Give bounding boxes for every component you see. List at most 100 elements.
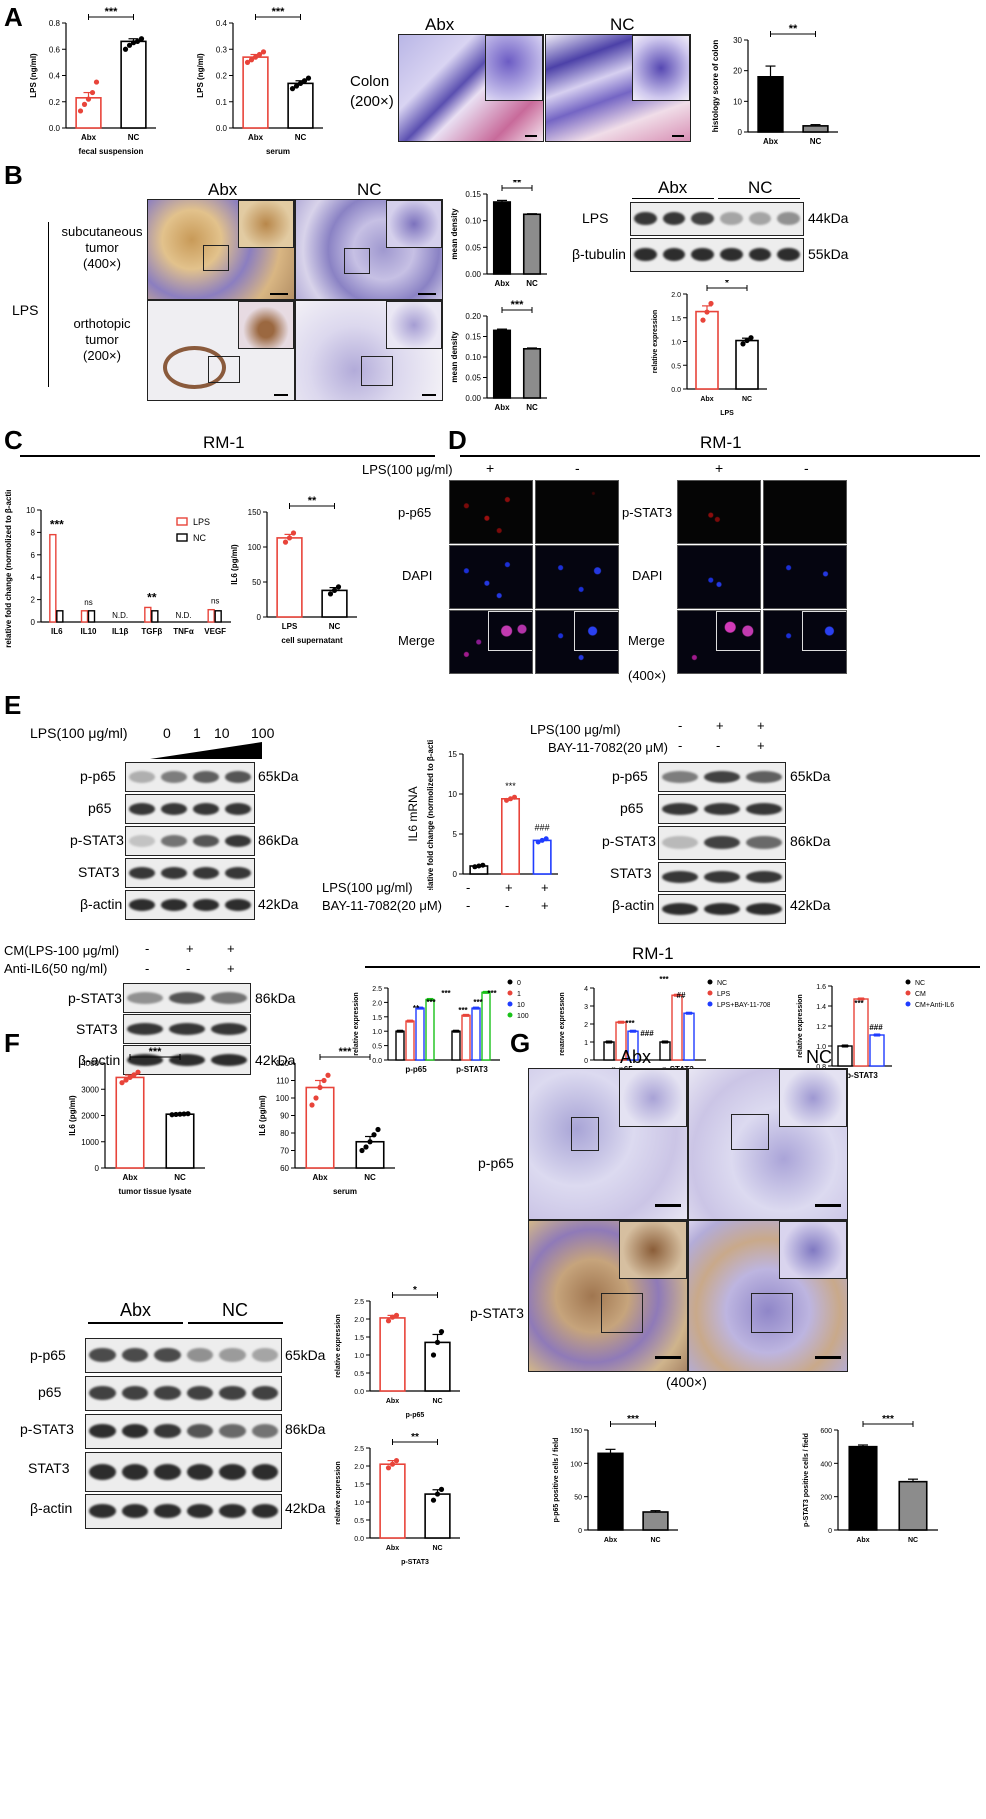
- significance-label: ***: [473, 998, 483, 1007]
- y-tick-label: 100: [570, 1461, 582, 1468]
- significance-label: ***: [505, 781, 516, 791]
- e-right-sign: -: [678, 738, 683, 753]
- blot-e3-pstat3: [123, 983, 251, 1013]
- bar: [144, 606, 152, 623]
- data-point: [321, 1077, 327, 1084]
- e-kda: 65kDa: [258, 768, 299, 784]
- blot-b-tubulin: [630, 238, 804, 272]
- data-point: [85, 96, 92, 102]
- y-tick-label: 4: [584, 986, 588, 993]
- chart-b-mean-density-orthotopic: 0.00 0.05 0.10 0.15 0.20 mean density Abx NC ***: [450, 300, 547, 412]
- blot-band: [251, 1348, 278, 1363]
- blot-band: [121, 1504, 148, 1519]
- y-tick-label: 0.4: [49, 72, 61, 81]
- blot-band: [154, 1424, 181, 1439]
- e-kda: 42kDa: [258, 896, 299, 912]
- b-nc-header: NC: [357, 180, 382, 199]
- if-dapi2-lps: [677, 545, 761, 609]
- chart-a-fecal-lps: 0.0 0.2 0.4 0.6 0.8 LPS (ng/ml) Abx NC *** fecal …: [29, 6, 156, 156]
- data-point: [456, 1029, 460, 1033]
- legend-label: NC: [717, 980, 727, 987]
- data-point: [286, 535, 293, 541]
- data-point: [861, 997, 865, 1001]
- y-tick-label: 0.1: [216, 98, 228, 107]
- data-point: [367, 1139, 373, 1145]
- data-point: [621, 1020, 625, 1024]
- significance-label: ***: [487, 989, 497, 998]
- legend-label: LPS: [717, 991, 731, 998]
- e-cm-row: β-actin: [78, 1052, 121, 1068]
- scale-bar: [422, 394, 436, 396]
- blot-band: [169, 1022, 205, 1035]
- chart-a-histology-score: 0 10 20 30 histology score of colon Abx NC **: [711, 23, 838, 146]
- c-title-rule: [20, 455, 435, 457]
- data-point: [400, 1029, 404, 1033]
- b-abx-header: Abx: [208, 180, 238, 199]
- blot-band: [662, 211, 686, 226]
- d-row-label: p-STAT3: [622, 505, 673, 520]
- ihc-lps-subcutaneous-nc: [295, 199, 443, 300]
- chart-f-tumor-il6: 0 1000 2000 3000 4000 IL6 (pg/ml) Abx NC *** tumo…: [68, 1046, 205, 1196]
- y-tick-label: 10: [733, 97, 742, 106]
- blot-band: [662, 802, 698, 815]
- y-axis-label: IL6 (pg/ml): [258, 1095, 267, 1136]
- e-kda: 86kDa: [258, 832, 299, 848]
- blot-band: [219, 1463, 246, 1480]
- y-tick-label: 1.4: [816, 1004, 826, 1011]
- blot-band: [746, 802, 782, 815]
- x-tick-label: NC: [364, 1173, 376, 1182]
- colon-abx-header: Abx: [425, 15, 455, 34]
- x-tick-label: IL6: [51, 627, 63, 636]
- data-point: [81, 101, 88, 107]
- d-sign: +: [486, 460, 495, 476]
- legend-marker: [707, 990, 713, 996]
- x-tick-label: IL10: [80, 627, 97, 636]
- e-cm-sign: +: [227, 941, 235, 956]
- blot-band: [193, 802, 219, 815]
- data-point: [410, 1019, 414, 1023]
- data-point: [325, 1072, 331, 1078]
- e-row: p65: [88, 800, 112, 816]
- data-point: [508, 796, 513, 802]
- blot-e-pstat3: [125, 826, 255, 856]
- scale-bar: [525, 135, 537, 137]
- data-point: [740, 341, 746, 347]
- significance-label: ***: [149, 1046, 163, 1058]
- b-wb-label-tubulin: β-tubulin: [572, 246, 626, 262]
- y-tick-label: 1.5: [354, 1335, 364, 1342]
- blot-e-pp65: [125, 762, 255, 792]
- e-conc: 10: [214, 725, 230, 741]
- blot-band: [129, 770, 155, 783]
- y-tick-label: 50: [574, 1495, 582, 1502]
- data-point: [393, 1458, 400, 1464]
- significance-label: ***: [272, 6, 286, 18]
- ihc-lps-orthotopic-abx: [147, 300, 295, 401]
- f-kda: 42kDa: [285, 1500, 326, 1516]
- y-tick-label: 4: [31, 573, 36, 582]
- data-point: [131, 1072, 137, 1078]
- blot-band: [89, 1504, 116, 1519]
- bar: [379, 1317, 406, 1392]
- scale-bar: [274, 394, 288, 396]
- b-wb-label-lps: LPS: [582, 210, 609, 226]
- e-right-lps: LPS(100 μg/ml): [530, 722, 621, 737]
- y-tick-label: 0.00: [465, 394, 481, 403]
- y-tick-label: 0.5: [671, 363, 681, 370]
- x-tick-label: Abx: [494, 279, 510, 288]
- y-axis-label: LPS (ng/ml): [29, 53, 38, 98]
- x-tick-label: Abx: [604, 1537, 617, 1544]
- x-axis-label: serum: [333, 1187, 357, 1196]
- blot-band: [219, 1424, 246, 1439]
- legend-marker: [507, 990, 513, 996]
- blot-band: [161, 770, 187, 783]
- e-mid-sign: -: [466, 898, 471, 913]
- e-mid-sign: -: [466, 880, 471, 895]
- significance-label: **: [413, 1004, 420, 1013]
- bar: [757, 75, 784, 133]
- significance-label: **: [147, 590, 157, 604]
- y-tick-label: 1: [584, 1040, 588, 1047]
- bar: [451, 1030, 461, 1061]
- blot-band: [129, 866, 155, 879]
- ihc-zoom-box: [731, 1114, 769, 1150]
- chart-f-pp65: 0.0 0.5 1.0 1.5 2.0 2.5 relative expression Abx…: [335, 1285, 460, 1419]
